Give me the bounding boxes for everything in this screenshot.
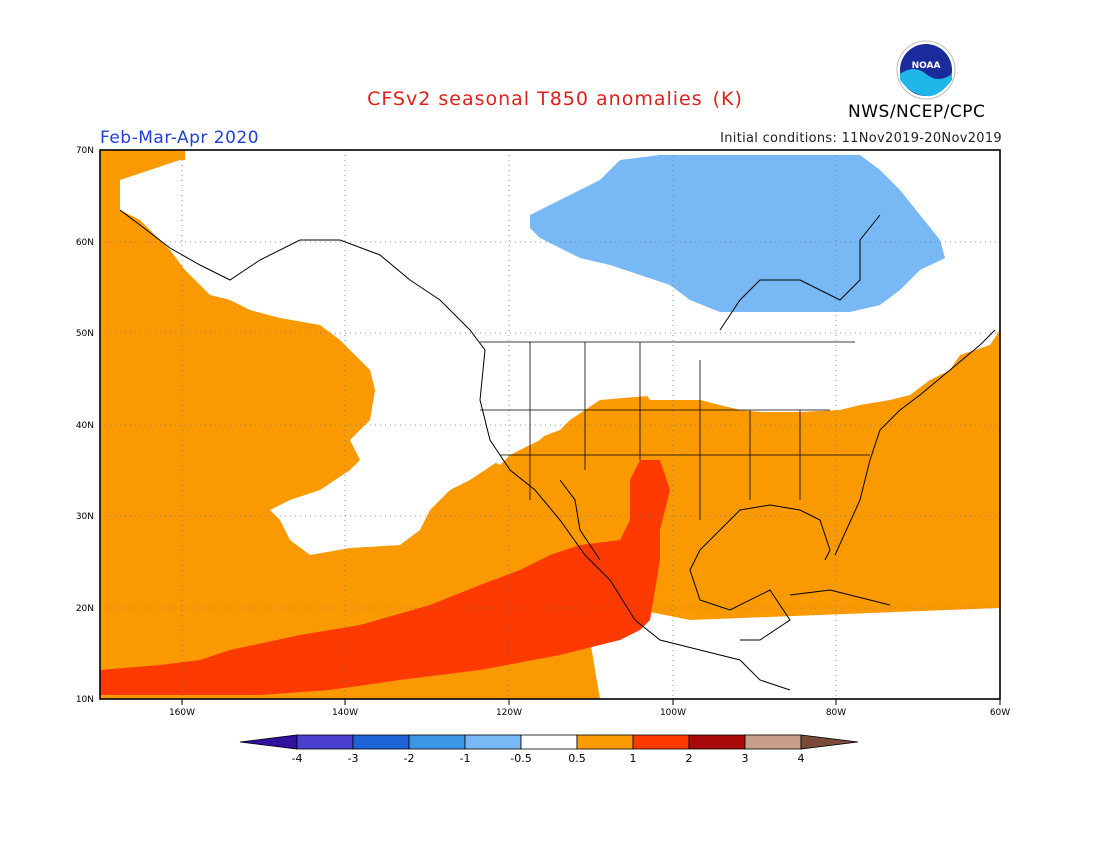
colorbar-box-3 <box>408 734 466 750</box>
neutral-region-west-us <box>470 340 660 465</box>
lat-label-10n: 10N <box>76 695 94 705</box>
lon-label-80w: 80W <box>826 708 846 718</box>
colorbar-box-2 <box>352 734 410 750</box>
colorbar-label: 1 <box>630 752 637 765</box>
lat-label-60n: 60N <box>76 238 94 248</box>
colorbar-box-4 <box>464 734 522 750</box>
noaa-logo-icon: NOAA <box>896 40 956 100</box>
colorbar-box-7 <box>632 734 690 750</box>
colorbar-arrow-high <box>800 734 859 750</box>
lon-label-140w: 140W <box>332 708 358 718</box>
colorbar-label: 2 <box>686 752 693 765</box>
warm-anomaly-band <box>100 460 670 695</box>
lat-label-30n: 30N <box>76 512 94 522</box>
colorbar-labels: -4 -3 -2 -1 -0.5 0.5 1 2 3 4 <box>292 752 805 765</box>
lon-label-100w: 100W <box>660 708 686 718</box>
colorbar-label: -2 <box>404 752 415 765</box>
lat-label-70n: 70N <box>76 146 94 156</box>
colorbar-label: 0.5 <box>568 752 586 765</box>
latitude-axis: 70N 60N 50N 40N 30N 20N 10N <box>76 146 94 705</box>
chart-title-units: (K) <box>712 88 743 110</box>
lat-label-40n: 40N <box>76 421 94 431</box>
coastlines <box>119 209 996 691</box>
colorbar-box-5 <box>520 734 578 750</box>
agency-label: NWS/NCEP/CPC <box>848 102 986 122</box>
colorbar-label: -4 <box>292 752 303 765</box>
graticule <box>100 150 1000 699</box>
plot-frame <box>99 149 1001 700</box>
colorbar-arrow-low <box>239 734 298 750</box>
lon-label-60w: 60W <box>990 708 1010 718</box>
longitude-axis <box>181 699 1001 705</box>
chart-title: CFSv2 seasonal T850 anomalies (K) <box>0 88 1100 110</box>
colorbar-box-8 <box>688 734 746 750</box>
chart-title-text: CFSv2 seasonal T850 anomalies <box>367 88 703 110</box>
forecast-period: Feb-Mar-Apr 2020 <box>100 128 260 148</box>
initial-conditions: Initial conditions: 11Nov2019-20Nov2019 <box>720 131 1002 146</box>
lon-label-160w: 160W <box>169 708 195 718</box>
lat-label-20n: 20N <box>76 604 94 614</box>
neutral-region-caribbean <box>690 608 1000 699</box>
colorbar-label: -0.5 <box>510 752 531 765</box>
cold-anomaly-region <box>530 155 945 312</box>
colorbar <box>239 734 859 750</box>
colorbar-label: 4 <box>798 752 805 765</box>
colorbar-box-6 <box>576 734 634 750</box>
longitude-labels: 160W 140W 120W 100W 80W 60W <box>169 708 1010 718</box>
colorbar-box-1 <box>296 734 354 750</box>
colorbar-label: -3 <box>348 752 359 765</box>
lat-label-50n: 50N <box>76 329 94 339</box>
colorbar-box-9 <box>744 734 802 750</box>
state-borders <box>480 341 870 520</box>
colorbar-label: 3 <box>742 752 749 765</box>
colorbar-label: -1 <box>460 752 471 765</box>
lon-label-120w: 120W <box>496 708 522 718</box>
noaa-logo-text: NOAA <box>912 61 941 71</box>
